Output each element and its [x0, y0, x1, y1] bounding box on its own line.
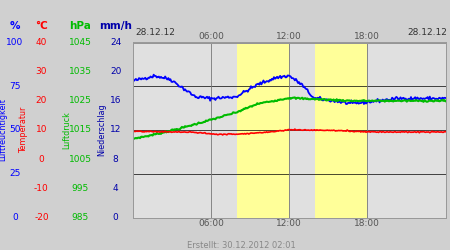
Text: -10: -10	[34, 184, 49, 193]
Text: Luftfeuchtigkeit: Luftfeuchtigkeit	[0, 98, 8, 162]
Text: 1035: 1035	[68, 67, 92, 76]
Text: °C: °C	[35, 21, 48, 31]
Text: Luftdruck: Luftdruck	[62, 111, 71, 149]
Text: 10: 10	[36, 126, 47, 134]
Text: Temperatur: Temperatur	[19, 107, 28, 153]
Bar	[315, 42, 367, 218]
Text: 12: 12	[110, 126, 122, 134]
Text: 995: 995	[72, 184, 89, 193]
Text: 24: 24	[110, 38, 122, 47]
Text: mm/h: mm/h	[99, 21, 132, 31]
Text: 100: 100	[6, 38, 23, 47]
Bar	[237, 42, 289, 218]
Text: 50: 50	[9, 126, 21, 134]
Text: 16: 16	[110, 96, 122, 105]
Text: 25: 25	[9, 169, 21, 178]
Text: 20: 20	[110, 67, 122, 76]
Text: -20: -20	[34, 213, 49, 222]
Text: 30: 30	[36, 67, 47, 76]
Text: %: %	[9, 21, 20, 31]
Text: Erstellt: 30.12.2012 02:01: Erstellt: 30.12.2012 02:01	[187, 240, 296, 250]
Text: 20: 20	[36, 96, 47, 105]
Text: 40: 40	[36, 38, 47, 47]
Text: 1015: 1015	[68, 126, 92, 134]
Text: 28.12.12: 28.12.12	[135, 28, 175, 37]
Text: 985: 985	[72, 213, 89, 222]
Text: 0: 0	[12, 213, 18, 222]
Text: Niederschlag: Niederschlag	[97, 104, 106, 156]
Text: 0: 0	[113, 213, 118, 222]
Text: hPa: hPa	[69, 21, 91, 31]
Text: 1005: 1005	[68, 155, 92, 164]
Text: 0: 0	[39, 155, 44, 164]
Text: 1025: 1025	[69, 96, 91, 105]
Text: 28.12.12: 28.12.12	[407, 28, 447, 37]
Text: 75: 75	[9, 82, 21, 91]
Text: 1045: 1045	[69, 38, 91, 47]
Text: 8: 8	[113, 155, 118, 164]
Text: 4: 4	[113, 184, 118, 193]
